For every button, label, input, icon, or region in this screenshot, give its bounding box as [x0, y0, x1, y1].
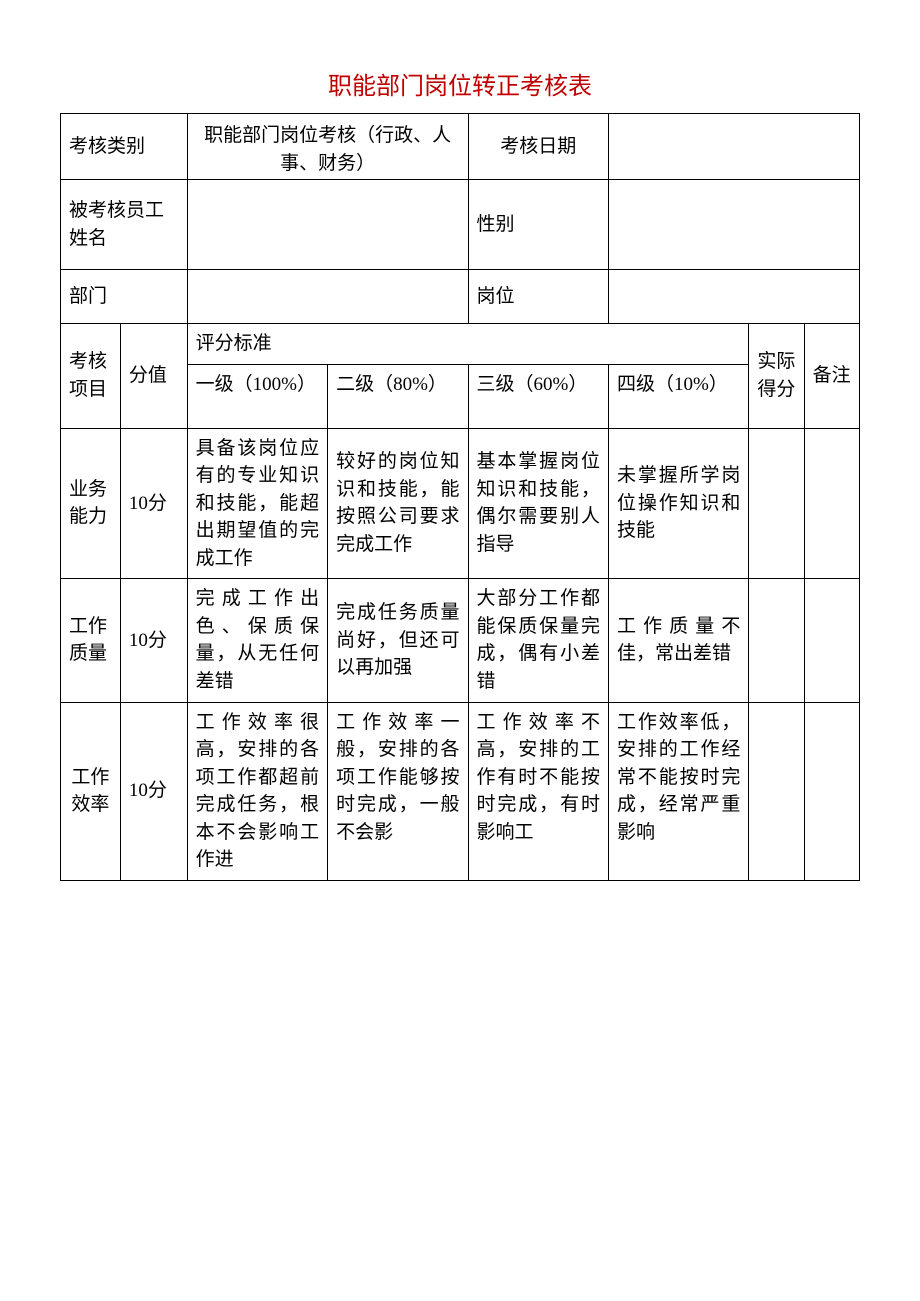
row-level4: 工作质量不佳，常出差错	[608, 579, 748, 702]
col-score: 分值	[120, 324, 187, 429]
employee-name-label: 被考核员工姓名	[61, 180, 188, 270]
table-row: 业务能力 10分 具备该岗位应有的专业知识和技能，能超出期望值的完成工作 较好的…	[61, 428, 860, 579]
row-level3: 工作效率不高，安排的工作有时不能按时完成，有时影响工	[468, 702, 608, 880]
row-score: 10分	[120, 702, 187, 880]
row-note	[804, 579, 859, 702]
table-row: 部门 岗位	[61, 270, 860, 324]
row-level1: 完成工作出色、保质保量，从无任何差错	[187, 579, 327, 702]
date-label: 考核日期	[468, 114, 608, 180]
col-item: 考核项目	[61, 324, 121, 429]
row-actual	[749, 579, 804, 702]
row-level3: 基本掌握岗位知识和技能，偶尔需要别人指导	[468, 428, 608, 579]
row-level2: 完成任务质量尚好，但还可以再加强	[328, 579, 468, 702]
row-item: 业务能力	[61, 428, 121, 579]
table-row: 工作质量 10分 完成工作出色、保质保量，从无任何差错 完成任务质量尚好，但还可…	[61, 579, 860, 702]
department-label: 部门	[61, 270, 188, 324]
row-item: 工作效率	[61, 702, 121, 880]
date-value	[608, 114, 859, 180]
gender-label: 性别	[468, 180, 608, 270]
row-actual	[749, 428, 804, 579]
position-value	[608, 270, 859, 324]
col-actual: 实际得分	[749, 324, 804, 429]
col-level4: 四级（10%）	[608, 364, 748, 428]
col-level3: 三级（60%）	[468, 364, 608, 428]
assessment-table: 考核类别 职能部门岗位考核（行政、人事、财务） 考核日期 被考核员工姓名 性别 …	[60, 113, 860, 881]
table-row: 考核项目 分值 评分标准 实际得分 备注	[61, 324, 860, 365]
category-label: 考核类别	[61, 114, 188, 180]
row-level1: 具备该岗位应有的专业知识和技能，能超出期望值的完成工作	[187, 428, 327, 579]
row-level2: 较好的岗位知识和技能，能按照公司要求完成工作	[328, 428, 468, 579]
col-level2: 二级（80%）	[328, 364, 468, 428]
row-level2: 工作效率一般，安排的各项工作能够按时完成，一般不会影	[328, 702, 468, 880]
row-level4: 工作效率低，安排的工作经常不能按时完成，经常严重影响	[608, 702, 748, 880]
row-item: 工作质量	[61, 579, 121, 702]
col-note: 备注	[804, 324, 859, 429]
row-level4: 未掌握所学岗位操作知识和技能	[608, 428, 748, 579]
row-score: 10分	[120, 579, 187, 702]
row-score: 10分	[120, 428, 187, 579]
row-actual	[749, 702, 804, 880]
col-criteria: 评分标准	[187, 324, 749, 365]
employee-name-value	[187, 180, 468, 270]
gender-value	[608, 180, 859, 270]
row-level3: 大部分工作都能保质保量完成，偶有小差错	[468, 579, 608, 702]
row-note	[804, 702, 859, 880]
table-row: 被考核员工姓名 性别	[61, 180, 860, 270]
table-row: 考核类别 职能部门岗位考核（行政、人事、财务） 考核日期	[61, 114, 860, 180]
col-level1: 一级（100%）	[187, 364, 327, 428]
position-label: 岗位	[468, 270, 608, 324]
category-value: 职能部门岗位考核（行政、人事、财务）	[187, 114, 468, 180]
row-level1: 工作效率很高，安排的各项工作都超前完成任务，根本不会影响工作进	[187, 702, 327, 880]
page-title: 职能部门岗位转正考核表	[60, 66, 860, 101]
department-value	[187, 270, 468, 324]
row-note	[804, 428, 859, 579]
table-row: 工作效率 10分 工作效率很高，安排的各项工作都超前完成任务，根本不会影响工作进…	[61, 702, 860, 880]
